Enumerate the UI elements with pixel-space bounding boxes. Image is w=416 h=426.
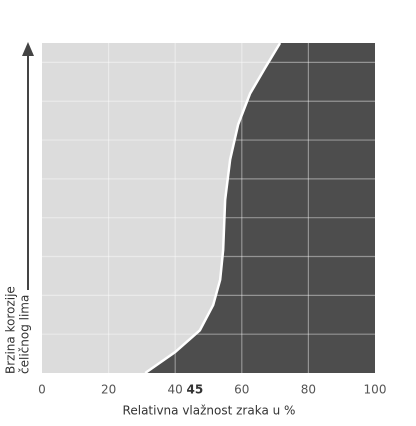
- x-tick-label: 0: [38, 383, 46, 397]
- area: [145, 43, 375, 373]
- y-axis-label: čeličnog lima: [18, 295, 32, 374]
- x-tick-label: 20: [101, 383, 116, 397]
- x-tick-label: 60: [234, 383, 249, 397]
- y-axis-label: Brzina korozije: [4, 286, 18, 374]
- x-axis-label: Relativna vlažnost zraka u %: [123, 404, 296, 418]
- x-tick-label: 100: [364, 383, 387, 397]
- x-tick-label-highlight: 45: [186, 383, 203, 397]
- x-tick-label: 40: [168, 383, 183, 397]
- x-tick-label: 80: [301, 383, 316, 397]
- arrow-head: [22, 42, 34, 56]
- curve: [144, 42, 282, 375]
